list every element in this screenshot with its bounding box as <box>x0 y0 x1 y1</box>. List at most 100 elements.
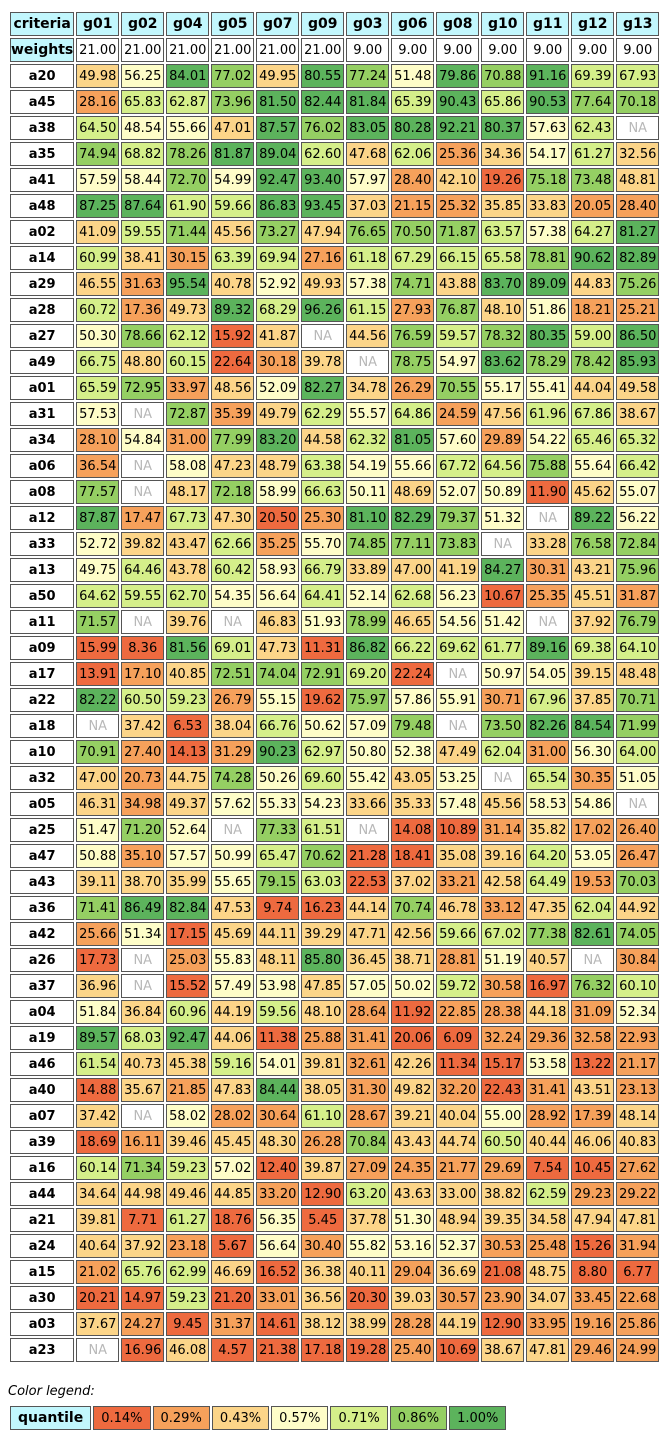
heatmap-cell: 47.73 <box>256 636 300 660</box>
heatmap-cell: 11.31 <box>301 636 345 660</box>
heatmap-cell: 49.58 <box>616 376 660 400</box>
heatmap-cell: 62.04 <box>571 896 615 920</box>
heatmap-cell: 64.46 <box>121 558 165 582</box>
heatmap-cell: 70.62 <box>301 844 345 868</box>
heatmap-cell: 33.89 <box>346 558 390 582</box>
heatmap-cell: 64.00 <box>616 740 660 764</box>
heatmap-cell: 79.86 <box>436 64 480 88</box>
heatmap-cell: 47.94 <box>301 220 345 244</box>
row-label: a02 <box>10 220 75 244</box>
heatmap-cell: 10.67 <box>481 584 525 608</box>
table-row: a21 39.81 7.71 61.27 18.76 56.35 5.45 37.78 51.3… <box>10 1208 660 1232</box>
heatmap-cell: 16.52 <box>256 1260 300 1284</box>
heatmap-cell: 79.37 <box>436 506 480 530</box>
heatmap-cell: 65.59 <box>76 376 120 400</box>
heatmap-cell: 43.63 <box>391 1182 435 1206</box>
heatmap-cell: 8.36 <box>121 636 165 660</box>
heatmap-cell: 55.41 <box>526 376 570 400</box>
heatmap-cell: 32.24 <box>481 1026 525 1050</box>
heatmap-cell: 52.72 <box>76 532 120 556</box>
heatmap-cell: 34.07 <box>526 1286 570 1310</box>
heatmap-cell: 62.43 <box>571 116 615 140</box>
heatmap-cell: 28.40 <box>391 168 435 192</box>
heatmap-cell: 66.75 <box>76 350 120 374</box>
heatmap-cell: 39.03 <box>391 1286 435 1310</box>
row-label: a17 <box>10 662 75 686</box>
heatmap-cell: 57.05 <box>346 974 390 998</box>
heatmap-cell: 54.23 <box>301 792 345 816</box>
heatmap-cell: 33.00 <box>436 1182 480 1206</box>
heatmap-cell: 25.35 <box>526 584 570 608</box>
heatmap-cell: 57.86 <box>391 688 435 712</box>
table-row: a36 71.41 86.49 82.84 47.53 9.74 16.23 44.14 70.… <box>10 896 660 920</box>
heatmap-cell: 59.66 <box>211 194 255 218</box>
heatmap-cell: 68.03 <box>121 1026 165 1050</box>
row-label: a23 <box>10 1338 75 1362</box>
heatmap-cell: 50.97 <box>481 662 525 686</box>
heatmap-cell: 57.38 <box>526 220 570 244</box>
heatmap-cell: 47.53 <box>211 896 255 920</box>
heatmap-cell: 17.73 <box>76 948 120 972</box>
heatmap-cell: 57.62 <box>211 792 255 816</box>
heatmap-cell: 67.02 <box>481 922 525 946</box>
heatmap-cell: 47.56 <box>481 402 525 426</box>
heatmap-cell: 67.86 <box>571 402 615 426</box>
heatmap-cell: 78.66 <box>121 324 165 348</box>
heatmap-cell: 44.58 <box>301 428 345 452</box>
table-row: a29 46.55 31.63 95.54 40.78 52.92 49.93 57.38 74… <box>10 272 660 296</box>
heatmap-cell: 73.48 <box>571 168 615 192</box>
heatmap-cell: 84.27 <box>481 558 525 582</box>
heatmap-cell: 78.32 <box>481 324 525 348</box>
heatmap-cell: 48.48 <box>616 662 660 686</box>
table-row: a27 50.30 78.66 62.12 15.92 41.87 NA 44.56 76.59… <box>10 324 660 348</box>
heatmap-cell: 63.57 <box>481 220 525 244</box>
heatmap-cell: 11.92 <box>391 1000 435 1024</box>
heatmap-cell: 46.78 <box>436 896 480 920</box>
heatmap-cell: 9.74 <box>256 896 300 920</box>
heatmap-cell: 49.82 <box>391 1078 435 1102</box>
heatmap-cell: 44.19 <box>211 1000 255 1024</box>
heatmap-cell: 51.86 <box>526 298 570 322</box>
heatmap-cell: 30.64 <box>256 1104 300 1128</box>
heatmap-cell: 43.78 <box>166 558 210 582</box>
heatmap-cell: 30.53 <box>481 1234 525 1258</box>
heatmap-cell: 25.30 <box>301 506 345 530</box>
heatmap-cell: 28.81 <box>436 948 480 972</box>
heatmap-cell: 46.06 <box>571 1130 615 1154</box>
heatmap-cell: 55.66 <box>391 454 435 478</box>
heatmap-cell: 55.65 <box>211 870 255 894</box>
weight-cell: 21.00 <box>166 38 210 62</box>
table-row: a13 49.75 64.46 43.78 60.42 58.93 66.79 33.89 47… <box>10 558 660 582</box>
heatmap-cell: 83.70 <box>481 272 525 296</box>
heatmap-cell: 60.14 <box>76 1156 120 1180</box>
heatmap-cell: 46.55 <box>76 272 120 296</box>
weight-cell: 9.00 <box>526 38 570 62</box>
row-label: a48 <box>10 194 75 218</box>
legend-title: Color legend: <box>8 1384 95 1399</box>
heatmap-cell: 32.20 <box>436 1078 480 1102</box>
table-row: a45 28.16 65.83 62.87 73.96 81.50 82.44 81.84 65… <box>10 90 660 114</box>
row-label: a39 <box>10 1130 75 1154</box>
row-label: a29 <box>10 272 75 296</box>
heatmap-cell: 37.42 <box>121 714 165 738</box>
weight-cell: 21.00 <box>256 38 300 62</box>
heatmap-cell: 58.53 <box>526 792 570 816</box>
heatmap-cell: 65.83 <box>121 90 165 114</box>
heatmap-cell: 56.30 <box>571 740 615 764</box>
heatmap-cell: 40.83 <box>616 1130 660 1154</box>
heatmap-cell: 44.04 <box>571 376 615 400</box>
heatmap-cell: 76.32 <box>571 974 615 998</box>
heatmap-cell: 71.87 <box>436 220 480 244</box>
heatmap-cell: 54.19 <box>346 454 390 478</box>
row-label: a20 <box>10 64 75 88</box>
heatmap-cell: 55.33 <box>256 792 300 816</box>
heatmap-cell: 35.08 <box>436 844 480 868</box>
heatmap-cell: 66.22 <box>391 636 435 660</box>
heatmap-cell: 27.16 <box>301 246 345 270</box>
heatmap-cell: 33.01 <box>256 1286 300 1310</box>
heatmap-cell: 66.42 <box>616 454 660 478</box>
heatmap-cell: 7.71 <box>121 1208 165 1232</box>
heatmap-cell: 29.46 <box>571 1338 615 1362</box>
heatmap-cell: 77.64 <box>571 90 615 114</box>
heatmap-cell: 91.16 <box>526 64 570 88</box>
